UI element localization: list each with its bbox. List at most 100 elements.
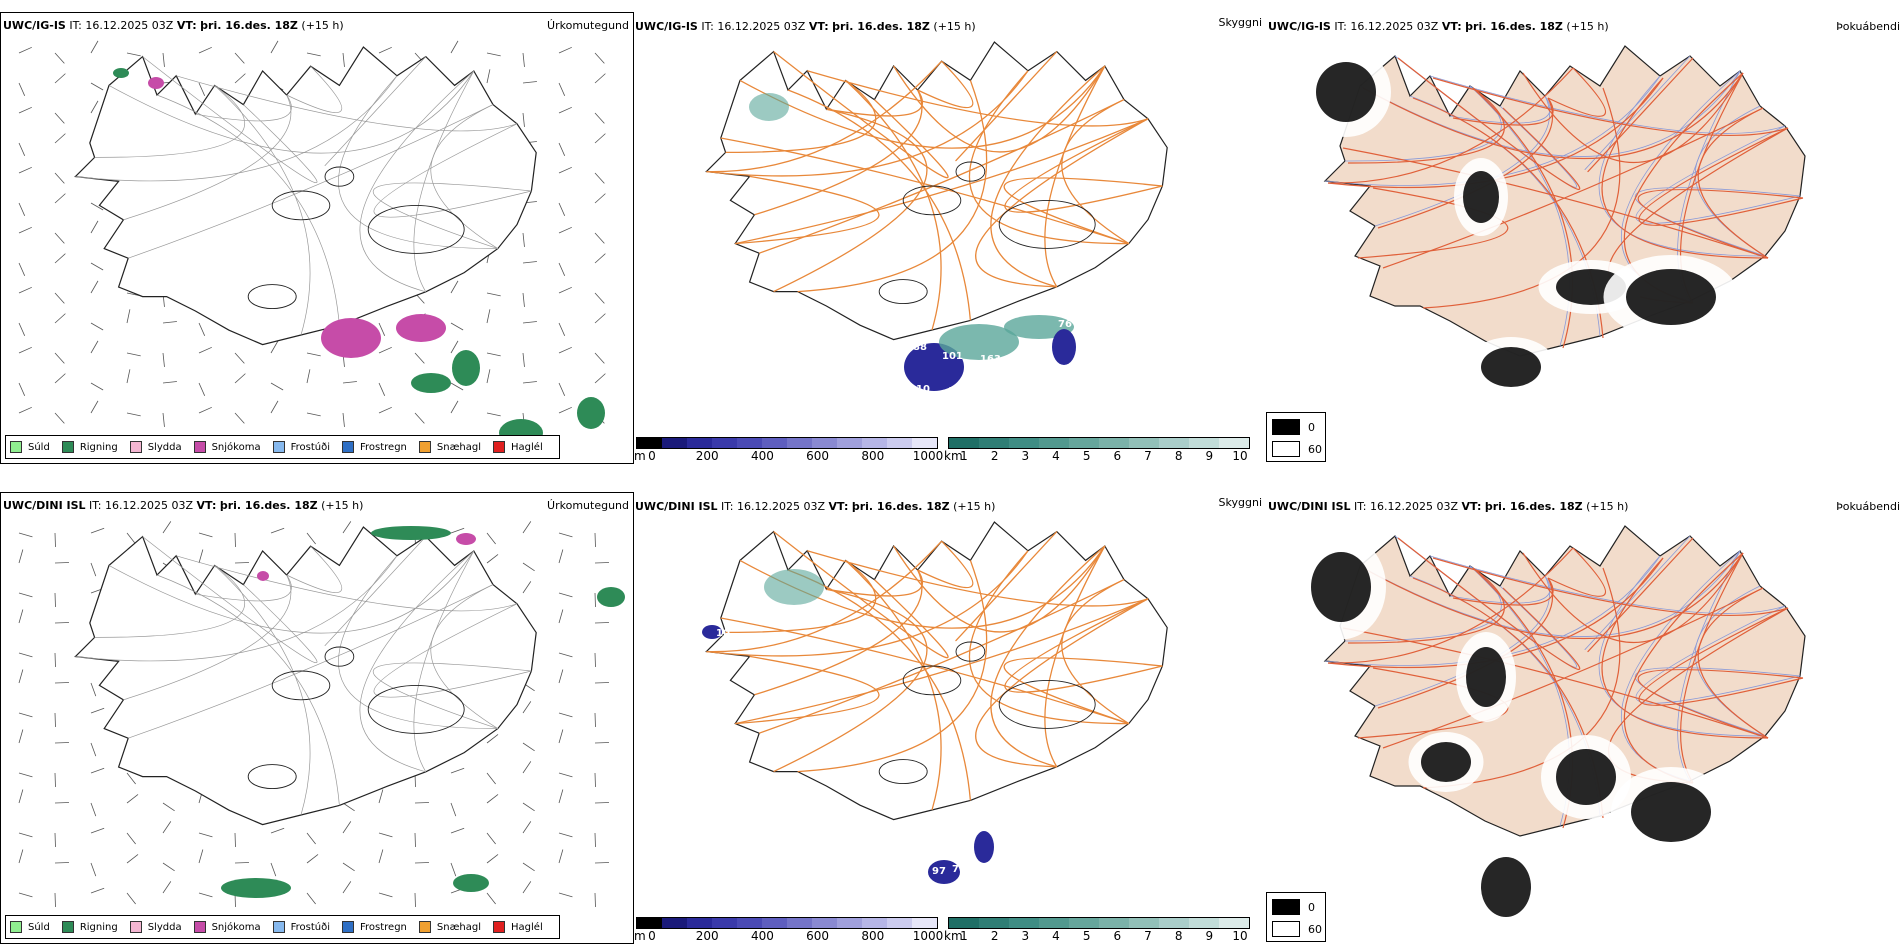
legend-item: Rigning [61, 921, 118, 933]
wind-barb [378, 382, 386, 396]
road-line [359, 550, 475, 773]
road-line [1357, 667, 1509, 739]
fog-patch [1466, 647, 1506, 707]
wind-barb [18, 729, 24, 744]
wind-barb [126, 854, 139, 864]
wind-barb [486, 892, 496, 905]
wind-barb [270, 827, 285, 834]
wind-barb [306, 52, 321, 57]
wind-barb [18, 142, 26, 156]
colorbar-unit: m [634, 929, 646, 943]
road-line [1327, 77, 1664, 189]
colorbar-gradient [636, 917, 938, 929]
wind-barb [450, 382, 464, 391]
wind-barb [486, 532, 496, 545]
wind-barb [450, 802, 457, 817]
value-label: 97 [932, 866, 946, 877]
road-line [324, 536, 427, 646]
road-line [1422, 567, 1621, 789]
road-line [1638, 127, 1804, 226]
road-line [990, 545, 1106, 768]
wind-barb [198, 46, 212, 54]
panel-header: UWC/IG-IS IT: 16.12.2025 03Z VT: þri. 16… [3, 19, 344, 32]
colorbar-tick-label: 1 [960, 449, 968, 463]
wind-barb [522, 562, 535, 572]
coastline [74, 46, 537, 346]
legend-label: Frostregn [360, 921, 407, 933]
colorbar-gradient [948, 917, 1250, 929]
wind-barb [486, 309, 491, 324]
road-line [156, 94, 340, 326]
road-line [1342, 147, 1769, 259]
coastline [705, 521, 1168, 821]
road-line [773, 108, 928, 293]
wind-barb [594, 232, 605, 244]
colorbar-unit: km [944, 929, 963, 943]
wind-barb [306, 532, 316, 545]
wind-barb [450, 322, 464, 331]
road-line [1638, 607, 1804, 706]
colorbar-tick-label: 1 [960, 929, 968, 943]
precip-type-panel-row1: UWC/IG-IS IT: 16.12.2025 03Z VT: þri. 16… [0, 12, 634, 464]
wind-barb [486, 772, 496, 785]
wind-barb [234, 412, 245, 424]
road-line [1347, 87, 1505, 164]
legend-label: Snjókoma [211, 921, 261, 933]
wind-barb [270, 527, 285, 534]
colorbar-tick-label: 800 [861, 929, 885, 943]
wind-barb [450, 862, 457, 877]
road-line [142, 536, 318, 663]
wind-barb [126, 309, 131, 324]
wind-barb [162, 321, 177, 324]
wind-barb [126, 832, 136, 845]
wind-barb [18, 652, 33, 658]
road-line [1382, 587, 1764, 749]
road-line [1547, 67, 1606, 117]
legend-swatch [193, 921, 206, 933]
panel-title: Úrkomutegund [547, 499, 629, 512]
road-line [1327, 67, 1574, 184]
wind-barb [90, 82, 104, 91]
colorbar-tick-label: 0 [648, 929, 656, 943]
wind-barb [18, 166, 32, 174]
wind-barb [522, 761, 532, 774]
wind-barb [18, 382, 26, 396]
colorbar-tick-label: 4 [1052, 929, 1060, 943]
legend-swatch [493, 441, 506, 453]
road-line [108, 550, 475, 634]
road-line [758, 99, 1125, 254]
panel-title: Skyggni [1218, 16, 1262, 29]
precip-map [18, 40, 606, 447]
road-line [826, 89, 924, 117]
wind-barb [486, 554, 499, 564]
wind-barb [90, 322, 104, 331]
road-line [735, 598, 1149, 725]
road-line [1003, 177, 1163, 245]
wind-barb [342, 862, 355, 872]
wind-barb [594, 52, 605, 64]
wind-barb [18, 82, 26, 96]
rain-area [371, 526, 451, 540]
colorbar-tick-label: 4 [1052, 449, 1060, 463]
cloud-legend-swatch [1272, 899, 1300, 915]
road-line [1452, 97, 1554, 126]
legend-item: Snjókoma [193, 921, 261, 933]
legend-item: Haglél [493, 921, 543, 933]
road-line [142, 56, 318, 183]
wind-barb [90, 527, 105, 534]
road-line [1004, 118, 1163, 213]
colorbar-tick-label: 2 [990, 449, 999, 463]
wind-barb [54, 292, 65, 304]
road-line [1637, 669, 1804, 739]
road-line [917, 60, 974, 109]
road-line [1697, 587, 1769, 739]
wind-barb [162, 802, 175, 812]
ceiling-area [974, 831, 994, 863]
wind-barb [378, 849, 384, 864]
road-line [128, 584, 494, 739]
colorbar-tick-label: 600 [806, 929, 830, 943]
wind-barb [90, 202, 104, 211]
wind-barb [54, 232, 65, 244]
wind-barb [90, 802, 97, 817]
wind-barb [306, 854, 319, 864]
